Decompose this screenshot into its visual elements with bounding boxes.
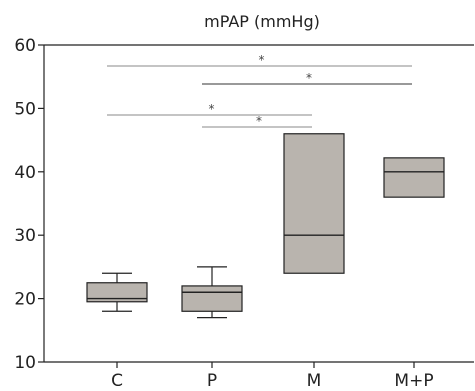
y-tick-label: 60 (14, 36, 36, 56)
y-tick-label: 10 (14, 353, 36, 373)
significance-star: * (256, 114, 262, 128)
x-tick-label: M+P (394, 371, 433, 391)
box-mpp (383, 157, 445, 198)
significance-star: * (306, 71, 312, 85)
x-tick-label: C (111, 371, 123, 391)
x-tick-label: P (207, 371, 217, 391)
x-tick-label: M (307, 371, 322, 391)
box-c (86, 282, 148, 303)
box-p (181, 285, 243, 312)
y-tick-label: 40 (14, 163, 36, 183)
y-tick-label: 20 (14, 290, 36, 310)
chart-title: mPAP (mmHg) (204, 12, 320, 31)
y-tick-label: 30 (14, 226, 36, 246)
plot-area: 10 20 30 40 50 60 C P M M+P * * * * (14, 36, 474, 391)
y-tick-label: 50 (14, 99, 36, 119)
significance-star: * (209, 102, 215, 116)
box-m (283, 133, 345, 274)
significance-star: * (259, 53, 265, 67)
